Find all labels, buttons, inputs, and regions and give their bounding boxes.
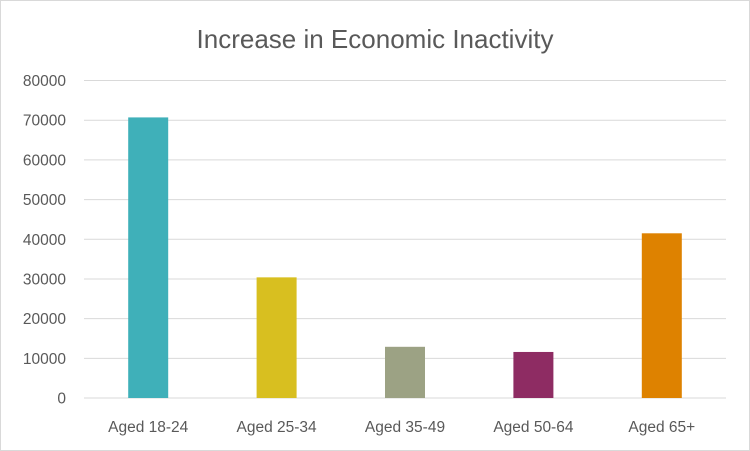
bar-aged-25-34 <box>256 277 297 398</box>
x-tick-label: Aged 50-64 <box>493 419 574 436</box>
y-tick-label: 80000 <box>23 73 66 90</box>
bar-aged-18-24 <box>128 117 169 399</box>
bar-aged-35-49 <box>385 346 425 398</box>
x-tick-label: Aged 65+ <box>628 419 695 436</box>
y-tick-label: 50000 <box>23 192 66 209</box>
bar-aged-65- <box>641 233 682 398</box>
y-tick-label: 0 <box>57 391 66 408</box>
y-tick-label: 10000 <box>23 351 66 368</box>
x-tick-label: Aged 35-49 <box>365 419 445 436</box>
x-tick-label: Aged 25-34 <box>237 419 318 436</box>
y-tick-label: 70000 <box>23 113 66 130</box>
x-axis-ticks: Aged 18-24 Aged 25-34 Aged 35-49 Aged 50-64… <box>108 419 695 436</box>
gridlines <box>84 80 726 399</box>
bars <box>128 117 682 399</box>
y-tick-label: 30000 <box>23 271 66 288</box>
y-tick-label: 60000 <box>23 152 66 169</box>
x-tick-label: Aged 18-24 <box>108 419 189 436</box>
y-tick-label: 40000 <box>23 232 66 249</box>
y-tick-label: 20000 <box>23 311 66 328</box>
bar-aged-50-64 <box>513 351 554 398</box>
y-axis-ticks: 0 10000 20000 30000 40000 50000 60000 70000 8000… <box>23 73 66 408</box>
chart-title: Increase in Economic Inactivity <box>197 24 554 54</box>
